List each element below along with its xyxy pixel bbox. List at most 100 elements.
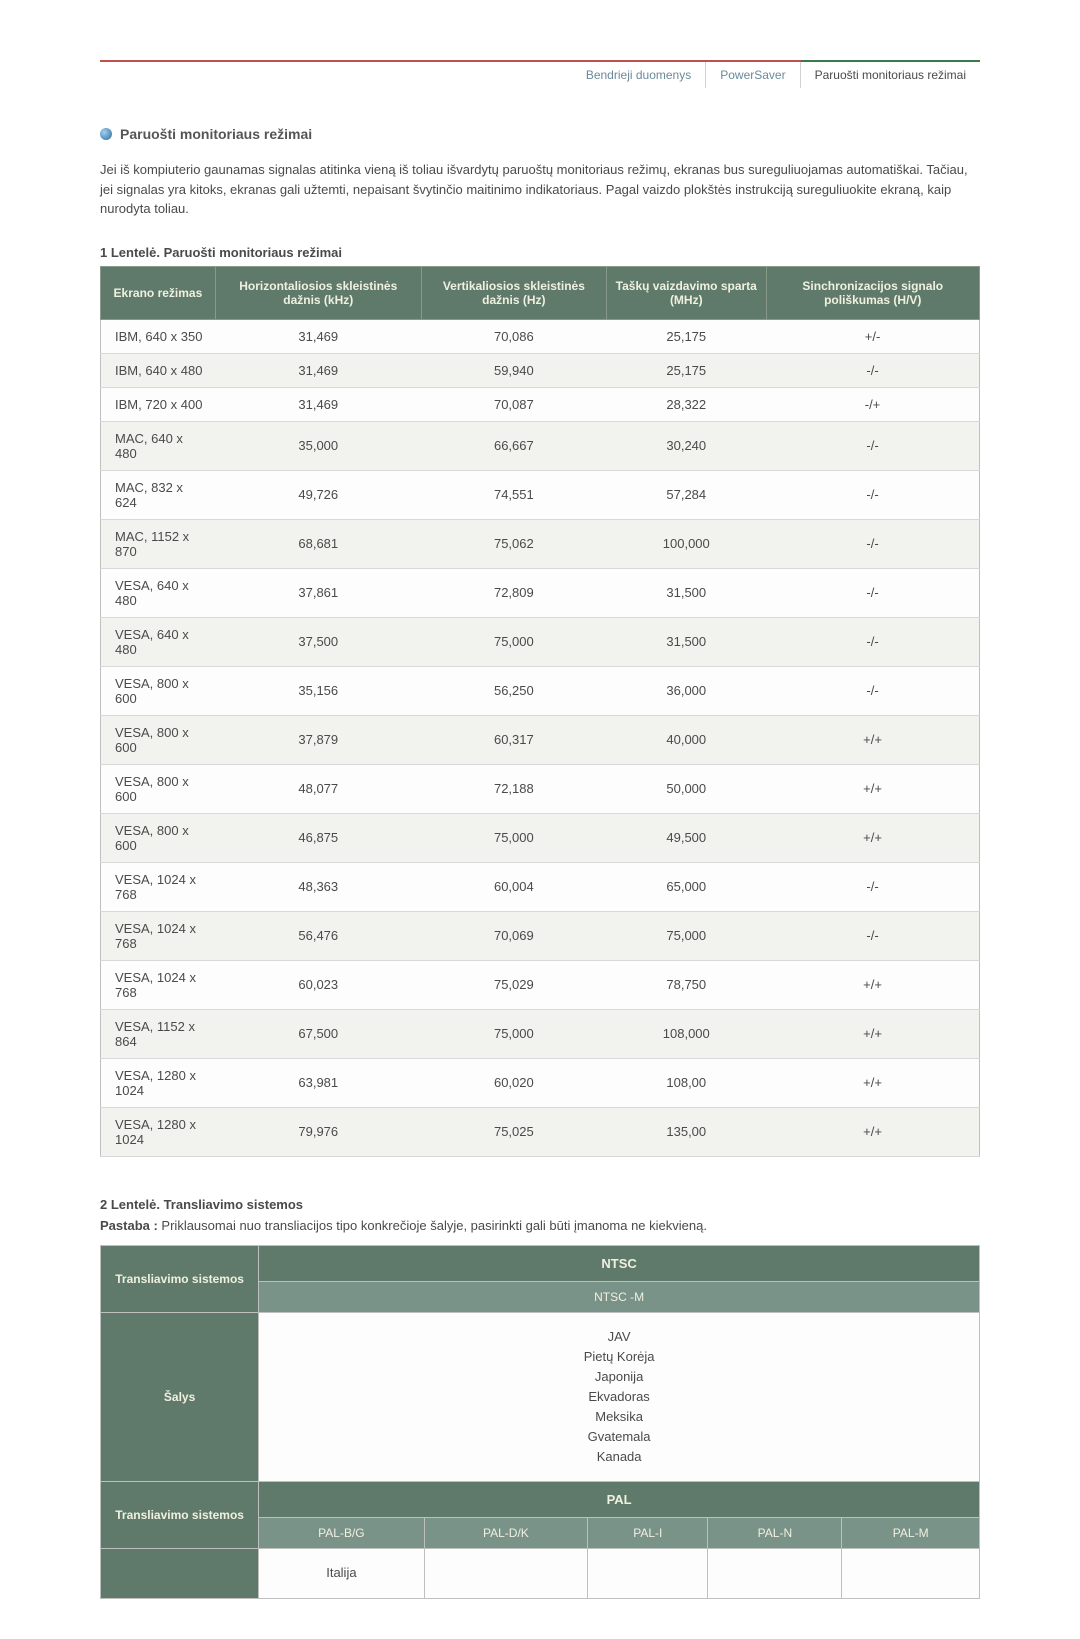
pal-cell bbox=[842, 1549, 980, 1598]
table-cell: 49,500 bbox=[607, 813, 767, 862]
table-cell: 59,940 bbox=[421, 353, 606, 387]
table-cell: IBM, 640 x 350 bbox=[101, 319, 216, 353]
tab-bar: Bendrieji duomenys PowerSaver Paruošti m… bbox=[100, 60, 980, 88]
ntsc-countries: JAVPietų KorėjaJaponijaEkvadorasMeksikaG… bbox=[259, 1312, 980, 1482]
table-cell: 37,879 bbox=[215, 715, 421, 764]
section-title-row: Paruošti monitoriaus režimai bbox=[100, 126, 980, 142]
table-cell: -/- bbox=[766, 617, 979, 666]
table-cell: MAC, 1152 x 870 bbox=[101, 519, 216, 568]
table-cell: 49,726 bbox=[215, 470, 421, 519]
table-cell: +/+ bbox=[766, 1058, 979, 1107]
table-cell: 36,000 bbox=[607, 666, 767, 715]
table-cell: 31,469 bbox=[215, 387, 421, 421]
table-row: VESA, 1024 x 76860,02375,02978,750+/+ bbox=[101, 960, 980, 1009]
pal-cell bbox=[588, 1549, 708, 1598]
table-cell: 75,000 bbox=[421, 813, 606, 862]
table-cell: 48,363 bbox=[215, 862, 421, 911]
country-item: Meksika bbox=[584, 1407, 655, 1427]
col-hfreq: Horizontaliosios skleistinės dažnis (kHz… bbox=[215, 266, 421, 319]
country-item: Pietų Korėja bbox=[584, 1347, 655, 1367]
table-row: VESA, 640 x 48037,86172,80931,500-/- bbox=[101, 568, 980, 617]
table-cell: 68,681 bbox=[215, 519, 421, 568]
table-cell: 31,500 bbox=[607, 568, 767, 617]
table-row: VESA, 1280 x 102479,97675,025135,00+/+ bbox=[101, 1107, 980, 1156]
table-cell: 60,004 bbox=[421, 862, 606, 911]
table-cell: VESA, 640 x 480 bbox=[101, 617, 216, 666]
table-row: VESA, 800 x 60048,07772,18850,000+/+ bbox=[101, 764, 980, 813]
pal-head: PAL bbox=[259, 1482, 980, 1518]
table-cell: 70,069 bbox=[421, 911, 606, 960]
table-cell: VESA, 640 x 480 bbox=[101, 568, 216, 617]
rowhead-systems-2: Transliavimo sistemos bbox=[101, 1482, 259, 1549]
table-cell: 72,188 bbox=[421, 764, 606, 813]
table-row: VESA, 1152 x 86467,50075,000108,000+/+ bbox=[101, 1009, 980, 1058]
pal-subhead: PAL-N bbox=[708, 1518, 842, 1549]
table-row: IBM, 640 x 35031,46970,08625,175+/- bbox=[101, 319, 980, 353]
broadcast-table: Transliavimo sistemos NTSC NTSC -M Šalys… bbox=[100, 1245, 980, 1599]
pal-cell: Italija bbox=[259, 1549, 424, 1598]
table-cell: 56,476 bbox=[215, 911, 421, 960]
table-cell: VESA, 800 x 600 bbox=[101, 813, 216, 862]
table-cell: VESA, 1024 x 768 bbox=[101, 911, 216, 960]
table-cell: -/- bbox=[766, 666, 979, 715]
table-cell: 31,469 bbox=[215, 353, 421, 387]
table-row: MAC, 832 x 62449,72674,55157,284-/- bbox=[101, 470, 980, 519]
country-item: JAV bbox=[584, 1327, 655, 1347]
table-cell: -/- bbox=[766, 519, 979, 568]
table-cell: -/- bbox=[766, 862, 979, 911]
table-cell: 75,029 bbox=[421, 960, 606, 1009]
table-row: IBM, 720 x 40031,46970,08728,322-/+ bbox=[101, 387, 980, 421]
table-row: MAC, 640 x 48035,00066,66730,240-/- bbox=[101, 421, 980, 470]
table-cell: 31,500 bbox=[607, 617, 767, 666]
ntsc-head: NTSC bbox=[259, 1245, 980, 1281]
table-row: VESA, 800 x 60046,87575,00049,500+/+ bbox=[101, 813, 980, 862]
table-row: VESA, 800 x 60035,15656,25036,000-/- bbox=[101, 666, 980, 715]
col-mode: Ekrano režimas bbox=[101, 266, 216, 319]
table-cell: 75,000 bbox=[421, 617, 606, 666]
table-cell: 75,000 bbox=[607, 911, 767, 960]
table-row: MAC, 1152 x 87068,68175,062100,000-/- bbox=[101, 519, 980, 568]
table-cell: 70,087 bbox=[421, 387, 606, 421]
table-cell: 40,000 bbox=[607, 715, 767, 764]
pal-cell bbox=[708, 1549, 842, 1598]
table-cell: 57,284 bbox=[607, 470, 767, 519]
col-sync: Sinchronizacijos signalo poliškumas (H/V… bbox=[766, 266, 979, 319]
table-cell: +/+ bbox=[766, 1009, 979, 1058]
table-cell: 48,077 bbox=[215, 764, 421, 813]
table-cell: -/- bbox=[766, 353, 979, 387]
table-cell: 108,000 bbox=[607, 1009, 767, 1058]
country-item: Ekvadoras bbox=[584, 1387, 655, 1407]
table-row: VESA, 1024 x 76848,36360,00465,000-/- bbox=[101, 862, 980, 911]
pal-subhead: PAL-B/G bbox=[259, 1518, 424, 1549]
table-row: VESA, 1024 x 76856,47670,06975,000-/- bbox=[101, 911, 980, 960]
country-item: Kanada bbox=[584, 1447, 655, 1467]
table-cell: +/+ bbox=[766, 1107, 979, 1156]
table-cell: 60,317 bbox=[421, 715, 606, 764]
rowhead-countries: Šalys bbox=[101, 1312, 259, 1482]
table-cell: +/+ bbox=[766, 960, 979, 1009]
table-cell: 30,240 bbox=[607, 421, 767, 470]
table2-caption: 2 Lentelė. Transliavimo sistemos bbox=[100, 1197, 980, 1212]
table-cell: 37,500 bbox=[215, 617, 421, 666]
table-cell: 60,023 bbox=[215, 960, 421, 1009]
table-cell: 31,469 bbox=[215, 319, 421, 353]
tab-general[interactable]: Bendrieji duomenys bbox=[572, 62, 706, 88]
table-cell: -/- bbox=[766, 568, 979, 617]
table-cell: +/- bbox=[766, 319, 979, 353]
table-cell: 25,175 bbox=[607, 353, 767, 387]
table1-caption: 1 Lentelė. Paruošti monitoriaus režimai bbox=[100, 245, 980, 260]
tab-preset-modes[interactable]: Paruošti monitoriaus režimai bbox=[801, 60, 980, 88]
table-row: VESA, 640 x 48037,50075,00031,500-/- bbox=[101, 617, 980, 666]
col-vfreq: Vertikaliosios skleistinės dažnis (Hz) bbox=[421, 266, 606, 319]
table-cell: VESA, 1024 x 768 bbox=[101, 960, 216, 1009]
table-cell: 108,00 bbox=[607, 1058, 767, 1107]
country-item: Japonija bbox=[584, 1367, 655, 1387]
table-cell: VESA, 1024 x 768 bbox=[101, 862, 216, 911]
table-cell: MAC, 832 x 624 bbox=[101, 470, 216, 519]
tab-powersaver[interactable]: PowerSaver bbox=[706, 62, 800, 88]
note-text: Priklausomai nuo transliacijos tipo konk… bbox=[158, 1218, 707, 1233]
table-row: IBM, 640 x 48031,46959,94025,175-/- bbox=[101, 353, 980, 387]
pal-subhead: PAL-D/K bbox=[424, 1518, 588, 1549]
table-cell: +/+ bbox=[766, 813, 979, 862]
pal-cell bbox=[424, 1549, 588, 1598]
